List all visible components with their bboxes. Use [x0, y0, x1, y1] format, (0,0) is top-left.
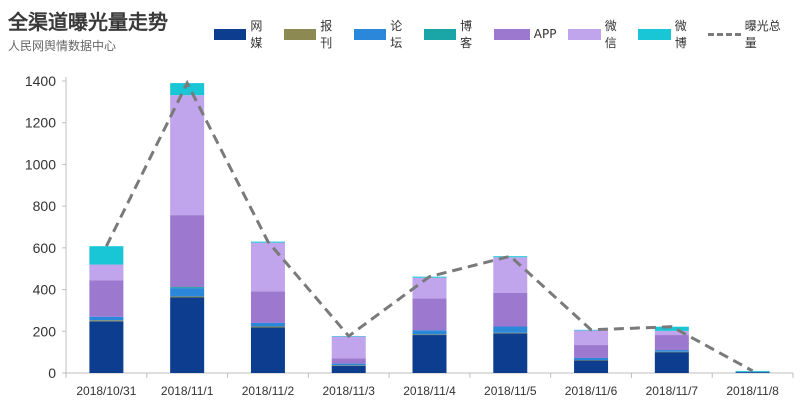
x-tick-label: 2018/11/3: [322, 384, 375, 398]
bar-segment-4: [493, 292, 528, 327]
bar-segment-4: [574, 345, 609, 358]
bar-segment-5: [654, 330, 689, 336]
y-tick-label: 200: [33, 323, 57, 339]
bar-segment-5: [493, 257, 528, 293]
bar-segment-1: [331, 365, 366, 366]
bar-segment-0: [331, 365, 366, 373]
bar-segment-0: [654, 352, 689, 373]
bar-segment-5: [412, 277, 447, 299]
bar-segment-0: [250, 327, 285, 373]
bar-segment-4: [250, 291, 285, 323]
legend-label: 曝光总量: [744, 19, 781, 50]
bar-segment-4: [89, 280, 124, 317]
legend-swatch: [423, 28, 457, 40]
bar-segment-2: [654, 350, 689, 352]
bar-segment-4: [170, 215, 205, 288]
bar-segment-1: [412, 334, 447, 336]
bar-segment-4: [654, 335, 689, 351]
bar-segment-0: [89, 321, 124, 373]
y-tick-label: 400: [33, 282, 57, 298]
bar-segment-1: [89, 320, 124, 322]
legend-swatch: [283, 28, 317, 40]
legend-item: 网媒: [214, 17, 272, 51]
legend: 网媒 报刊 论坛 博客 APP 微信 微博 曝光总量: [214, 17, 800, 51]
bar-segment-1: [170, 296, 205, 298]
legend-item: 报刊: [283, 17, 342, 51]
x-tick-label: 2018/11/2: [242, 384, 295, 398]
y-tick-label: 1000: [25, 156, 56, 172]
chart-title: 全渠道曝光量走势: [8, 10, 168, 34]
bar-segment-0: [412, 335, 447, 373]
bar-segment-5: [250, 242, 285, 292]
y-tick-label: 800: [33, 198, 57, 214]
legend-label: 论坛: [390, 19, 403, 50]
bar-segment-1: [250, 326, 285, 328]
bar-segment-6: [89, 246, 124, 265]
legend-swatch: [353, 28, 387, 40]
legend-swatch: [493, 28, 530, 40]
bar-segment-5: [170, 95, 205, 216]
bar-segment-5: [331, 336, 366, 359]
legend-label: 网媒: [250, 19, 263, 50]
bar-segment-5: [574, 330, 609, 346]
bar-segment-0: [170, 297, 205, 373]
x-tick-label: 2018/11/5: [484, 384, 537, 398]
bar-segment-4: [331, 358, 366, 364]
legend-item: 微博: [638, 17, 696, 51]
bar-segment-1: [654, 351, 689, 353]
bar-segment-6: [493, 256, 528, 258]
legend-item: 曝光总量: [708, 17, 788, 51]
legend-item: 论坛: [353, 17, 412, 51]
bar-segment-1: [574, 360, 609, 361]
bar-segment-2: [574, 357, 609, 361]
x-tick-label: 2018/11/8: [726, 384, 779, 398]
legend-item: APP: [493, 27, 557, 41]
bar-segment-2: [735, 371, 770, 373]
x-tick-label: 2018/11/6: [565, 384, 618, 398]
legend-swatch: [568, 28, 601, 40]
legend-item: 博客: [423, 17, 482, 51]
bar-segment-4: [412, 298, 447, 331]
bar-segment-2: [412, 330, 447, 335]
legend-line-swatch: [708, 32, 741, 36]
legend-item: 微信: [568, 17, 626, 51]
legend-label: 微信: [604, 19, 617, 50]
bar-segment-2: [493, 326, 528, 333]
legend-label: 微博: [674, 19, 687, 50]
y-tick-label: 1400: [25, 73, 56, 89]
x-tick-label: 2018/11/7: [646, 384, 699, 398]
bar-segment-1: [493, 332, 528, 334]
x-tick-label: 2018/11/1: [161, 384, 214, 398]
bar-segment-0: [574, 360, 609, 373]
legend-label: 报刊: [320, 19, 333, 50]
y-tick-label: 600: [33, 240, 57, 256]
legend-label: 博客: [460, 19, 473, 50]
bar-segment-2: [250, 322, 285, 327]
bar-segment-6: [735, 370, 770, 372]
x-tick-label: 2018/11/4: [403, 384, 456, 398]
bar-segment-0: [735, 372, 770, 373]
bar-segment-6: [170, 83, 205, 96]
bar-segment-2: [89, 316, 124, 321]
y-tick-label: 0: [48, 365, 56, 381]
legend-swatch: [214, 28, 247, 40]
legend-label: APP: [533, 27, 557, 41]
bar-segment-2: [331, 363, 366, 366]
bar-segment-5: [89, 264, 124, 281]
x-tick-label: 2018/10/31: [76, 384, 136, 398]
chart-subtitle: 人民网舆情数据中心: [8, 39, 117, 53]
bar-segment-3: [170, 287, 205, 289]
y-tick-label: 1200: [25, 115, 56, 131]
bar-segment-0: [493, 333, 528, 373]
bar-segment-2: [170, 288, 205, 297]
legend-swatch: [638, 28, 671, 40]
bar-segment-6: [654, 326, 689, 331]
